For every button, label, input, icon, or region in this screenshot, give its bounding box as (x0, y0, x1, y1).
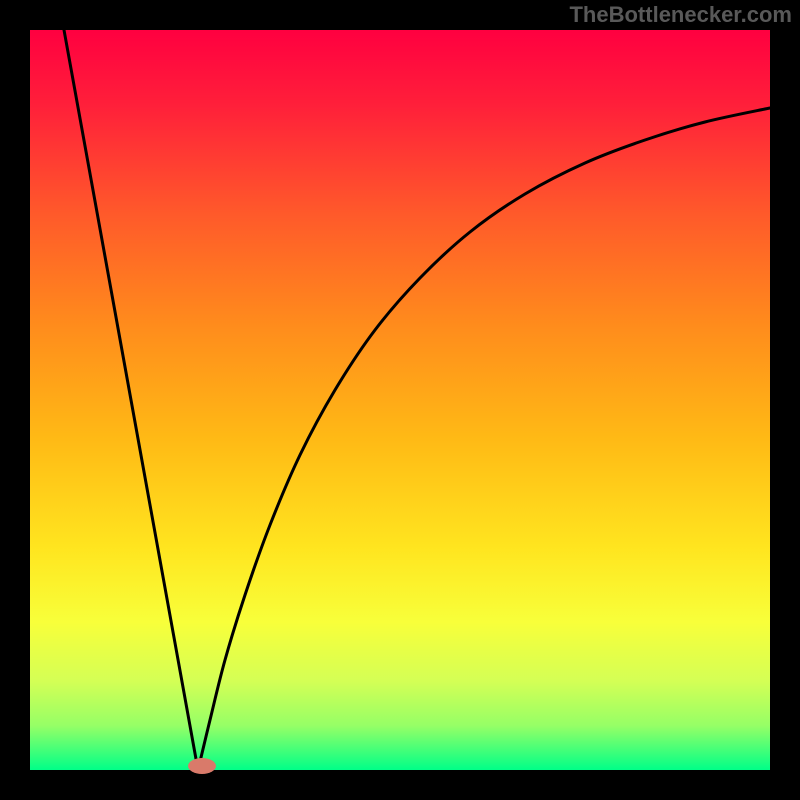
bottleneck-chart (0, 0, 800, 800)
plot-area (30, 30, 770, 770)
watermark-text: TheBottlenecker.com (569, 2, 792, 28)
optimal-marker (188, 758, 216, 774)
chart-container: TheBottlenecker.com (0, 0, 800, 800)
